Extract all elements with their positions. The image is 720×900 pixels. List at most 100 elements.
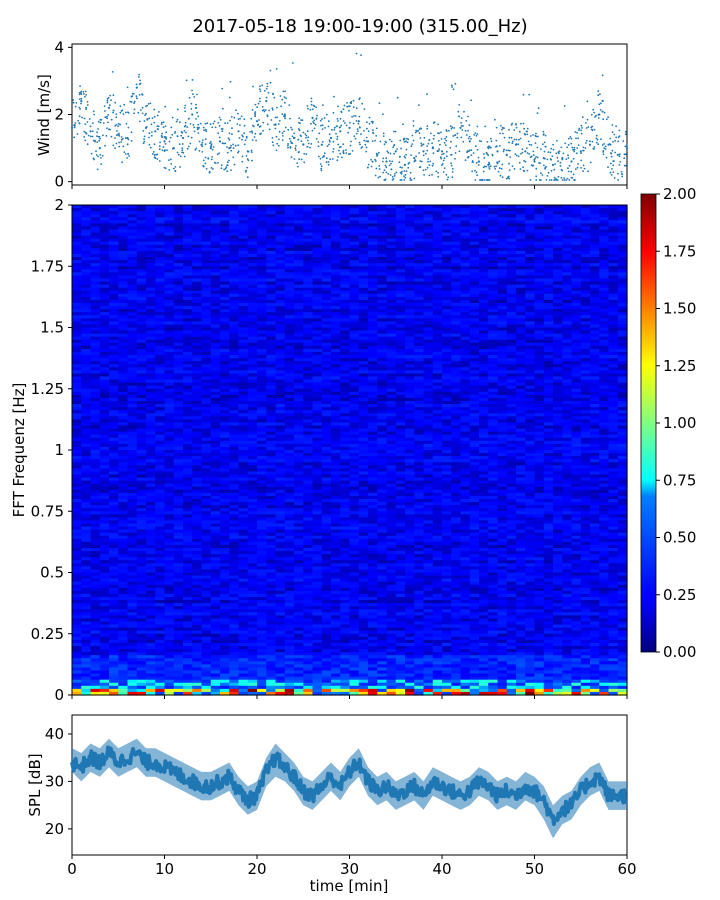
spectrogram-cell	[155, 284, 166, 289]
wind-point	[392, 146, 395, 149]
spectrogram-cell	[608, 299, 619, 304]
spectrogram-cell	[553, 263, 563, 267]
spectrogram-cell	[414, 235, 425, 240]
spectrogram-cell	[183, 318, 193, 322]
spectrogram-cell	[127, 211, 138, 215]
spectrogram-cell	[358, 226, 369, 231]
spectrogram-cell	[580, 290, 591, 295]
spectrogram-cell	[386, 303, 397, 307]
spectrogram-cell	[608, 208, 619, 212]
spectrogram-cell	[562, 241, 573, 246]
spectrogram-cell	[395, 290, 406, 295]
spectrogram-cell	[451, 293, 462, 298]
spectrogram-cell	[312, 281, 323, 286]
spectrogram-cell	[543, 321, 554, 326]
spectrogram-cell	[497, 290, 508, 295]
spectrogram-cell	[553, 309, 563, 313]
wind-point	[403, 170, 406, 172]
spectrogram-cell	[442, 327, 452, 332]
wind-point	[218, 125, 221, 127]
wind-point	[317, 145, 320, 148]
wind-point	[513, 138, 516, 141]
spectrogram-cell	[608, 235, 619, 240]
spectrogram-cell	[303, 321, 314, 326]
spectrogram-cell	[368, 244, 378, 249]
wind-point	[328, 139, 331, 142]
wind-point	[80, 102, 82, 105]
wind-point	[375, 160, 377, 163]
wind-point	[386, 150, 389, 153]
spectrogram-cell	[432, 330, 443, 335]
spectrogram-cell	[460, 352, 471, 356]
spectrogram-cell	[460, 345, 471, 350]
spectrogram-cell	[136, 336, 147, 341]
wind-point	[573, 148, 576, 151]
spectrogram-cell	[275, 321, 286, 326]
spectrogram-cell	[136, 220, 147, 224]
spectrogram-cell	[469, 309, 480, 313]
spectrogram-cell	[257, 229, 267, 234]
wind-point	[164, 137, 167, 139]
spectrogram-cell	[72, 250, 82, 255]
wind-point	[582, 149, 585, 152]
spectrogram-cell	[275, 244, 286, 249]
spectrogram-cell	[220, 312, 230, 316]
spectrogram-cell	[377, 315, 388, 319]
spectrogram-cell	[488, 339, 499, 344]
spectrogram-cell	[173, 232, 184, 237]
spectrogram-cell	[497, 266, 508, 270]
spectrogram-cell	[451, 299, 462, 304]
spectrogram-cell	[553, 226, 563, 231]
spectrogram-cell	[358, 324, 369, 329]
spectrogram-cell	[479, 205, 489, 209]
wind-point	[574, 168, 577, 171]
spectrogram-cell	[571, 281, 582, 286]
wind-point	[462, 140, 465, 143]
spectrogram-cell	[571, 278, 582, 283]
wind-point	[502, 132, 504, 135]
wind-point	[379, 175, 381, 178]
spectrogram-cell	[562, 336, 573, 341]
wind-point	[603, 143, 605, 145]
wind-point	[218, 152, 221, 155]
spectrogram-cell	[534, 244, 545, 249]
wind-point	[206, 122, 209, 125]
wind-point	[190, 102, 193, 105]
spectrogram-cell	[331, 290, 341, 295]
spectrogram-cell	[414, 250, 425, 255]
spectrogram-cell	[127, 278, 138, 283]
spectrogram-cell	[451, 284, 462, 289]
spectrogram-cell	[81, 254, 92, 258]
spectrogram-cell	[321, 208, 332, 212]
spectrogram-cell	[590, 330, 600, 335]
wind-point	[393, 173, 396, 175]
spectrogram-cell	[506, 208, 517, 212]
spectrogram-cell	[469, 348, 480, 353]
wind-point	[454, 152, 457, 154]
spectrogram-cell	[192, 241, 203, 246]
spectrogram-cell	[183, 217, 193, 221]
spectrogram-cell	[543, 257, 554, 261]
spectrogram-cell	[442, 312, 452, 316]
spectrogram-cell	[99, 287, 110, 292]
wind-point	[576, 147, 578, 149]
spectrogram-cell	[275, 309, 286, 313]
wind-axes-frame	[71, 43, 628, 186]
wind-point	[176, 135, 179, 137]
spectrogram-cell	[312, 247, 323, 252]
wind-point	[391, 175, 394, 178]
spectrogram-cell	[146, 254, 156, 258]
spectrogram-cell	[543, 345, 554, 350]
wind-point	[276, 106, 278, 109]
spectrogram-cell	[229, 358, 240, 362]
wind-point	[422, 169, 425, 172]
spectrogram-cell	[608, 278, 619, 283]
spectrogram-cell	[201, 272, 212, 277]
wind-point	[429, 160, 432, 163]
wind-point	[176, 151, 179, 154]
wind-point	[426, 93, 428, 96]
spectrogram-cell	[173, 309, 184, 313]
wind-point	[201, 151, 204, 153]
spectrogram-cell	[201, 287, 212, 292]
spectrogram-cell	[303, 223, 314, 228]
